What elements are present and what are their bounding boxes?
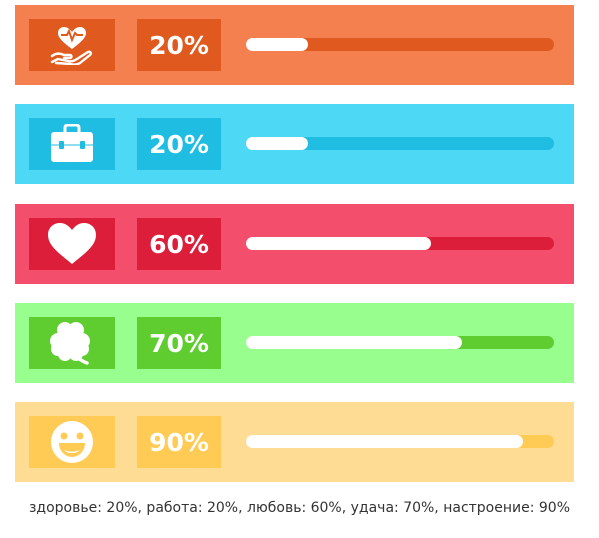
progress-fill bbox=[246, 137, 308, 150]
stat-card-love: 60% bbox=[15, 204, 574, 284]
stats-caption: здоровье: 20%, работа: 20%, любовь: 60%,… bbox=[28, 500, 571, 516]
percent-label: 70% bbox=[137, 317, 221, 369]
percent-label: 90% bbox=[137, 416, 221, 468]
progress-bar bbox=[246, 336, 554, 349]
progress-bar bbox=[246, 237, 554, 250]
briefcase-icon bbox=[49, 124, 95, 164]
heart-icon bbox=[46, 222, 98, 266]
icon-box-health bbox=[29, 19, 115, 71]
progress-bar bbox=[246, 137, 554, 150]
progress-fill bbox=[246, 237, 431, 250]
stat-card-luck: 70% bbox=[15, 303, 574, 383]
stat-card-work: 20% bbox=[15, 104, 574, 184]
progress-fill bbox=[246, 38, 308, 51]
percent-label: 60% bbox=[137, 218, 221, 270]
icon-box-mood bbox=[29, 416, 115, 468]
heart-hand-icon bbox=[50, 25, 94, 65]
icon-box-work bbox=[29, 118, 115, 170]
progress-fill bbox=[246, 435, 524, 448]
smiley-icon bbox=[49, 419, 95, 465]
progress-fill bbox=[246, 336, 462, 349]
progress-bar bbox=[246, 435, 554, 448]
percent-label: 20% bbox=[137, 19, 221, 71]
stat-card-health: 20% bbox=[15, 5, 574, 85]
clover-icon bbox=[49, 321, 95, 365]
percent-label: 20% bbox=[137, 118, 221, 170]
stat-card-mood: 90% bbox=[15, 402, 574, 482]
icon-box-love bbox=[29, 218, 115, 270]
icon-box-luck bbox=[29, 317, 115, 369]
progress-bar bbox=[246, 38, 554, 51]
